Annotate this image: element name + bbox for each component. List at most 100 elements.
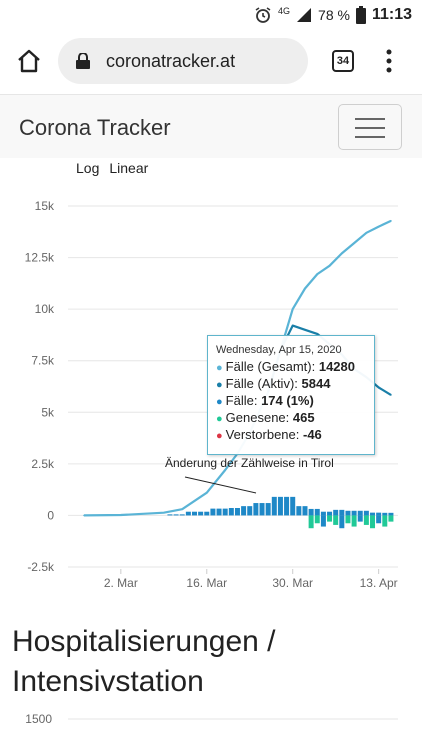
new-cases-bar <box>290 496 296 516</box>
scale-toggle: Log Linear <box>76 160 148 176</box>
recovered-bar <box>308 515 314 529</box>
recovered-bar <box>320 515 326 527</box>
recovered-bar <box>339 515 345 529</box>
tooltip-label: Fälle (Gesamt): <box>225 359 319 374</box>
new-cases-bar <box>241 506 247 516</box>
series-point <box>377 386 380 389</box>
hospital-chart: 1500 <box>25 712 398 726</box>
battery-icon <box>355 6 366 24</box>
alarm-clock-icon <box>255 7 271 23</box>
tooltip-row-active: ● Fälle (Aktiv): 5844 <box>216 376 366 393</box>
dot-icon: ● <box>216 362 223 374</box>
series-point <box>205 491 208 494</box>
site-navbar: Corona Tracker <box>0 94 422 158</box>
scale-linear-link[interactable]: Linear <box>109 160 149 176</box>
network-type: 4G <box>278 6 291 16</box>
series-point <box>365 232 368 234</box>
new-cases-bar <box>222 508 228 516</box>
url-text: coronatracker.at <box>106 51 236 71</box>
recovered-bar <box>376 515 382 524</box>
new-cases-bar <box>284 496 290 516</box>
new-cases-bar <box>302 506 308 516</box>
new-cases-bar <box>339 509 345 516</box>
new-cases-bar <box>376 512 382 516</box>
new-cases-bar <box>259 503 265 516</box>
tooltip-label: Genesene: <box>225 410 293 425</box>
new-cases-bar <box>204 511 210 516</box>
status-icons: 4G 78 % 11:13 <box>254 5 412 25</box>
series-point <box>120 514 122 516</box>
series-point <box>181 508 184 511</box>
tooltip-value: 5844 <box>301 376 331 391</box>
y-tick-label: 7.5k <box>31 354 55 368</box>
tooltip-row-deceased: ● Verstorbene: -46 <box>216 427 366 444</box>
more-vert-icon[interactable] <box>382 48 396 74</box>
home-icon[interactable] <box>14 46 44 76</box>
new-cases-bar <box>228 508 234 516</box>
new-cases-bar <box>198 511 204 516</box>
new-cases-bar <box>333 509 339 516</box>
clock: 11:13 <box>371 6 412 23</box>
series-point <box>316 273 319 275</box>
daily-bars <box>167 496 394 529</box>
new-cases-bar <box>173 514 179 516</box>
x-tick-label: 16. Mar <box>186 576 227 590</box>
series-point <box>316 333 319 335</box>
new-cases-bar <box>277 496 283 516</box>
lock-icon <box>76 53 90 69</box>
new-cases-bar <box>179 514 185 516</box>
chart-annotation: Änderung der Zählweise in Tirol <box>165 456 334 470</box>
menu-toggle-button[interactable] <box>338 104 402 150</box>
new-cases-bar <box>357 510 363 516</box>
new-cases-bar <box>363 510 369 516</box>
y-tick-label: 5k <box>41 405 55 419</box>
new-cases-bar <box>247 506 253 516</box>
y-tick-label: -2.5k <box>27 560 55 574</box>
hospital-y-tick: 1500 <box>25 712 52 726</box>
new-cases-bar <box>370 512 376 516</box>
recovered-bar <box>382 515 388 527</box>
new-cases-bar <box>351 510 357 516</box>
recovered-bar <box>314 515 320 524</box>
site-brand[interactable]: Corona Tracker <box>19 115 171 140</box>
recovered-bar <box>351 515 357 527</box>
dot-icon: ● <box>216 396 223 408</box>
tooltip-label: Fälle (Aktiv): <box>225 376 302 391</box>
recovered-bar <box>363 515 369 525</box>
series-point <box>353 242 355 244</box>
recovered-bar <box>370 515 376 529</box>
battery-level: 78 % <box>318 7 350 23</box>
browser-toolbar: coronatracker.at 34 <box>0 30 422 92</box>
new-cases-bar <box>296 506 302 516</box>
series-point <box>377 225 380 228</box>
tooltip-row-new: ● Fälle: 174 (1%) <box>216 393 366 410</box>
dot-icon: ● <box>216 430 223 442</box>
series-point <box>390 220 392 222</box>
new-cases-bar <box>191 511 197 516</box>
x-tick-label: 13. Apr <box>360 576 398 590</box>
series-point <box>390 394 392 396</box>
y-tick-label: 12.5k <box>25 251 55 265</box>
series-point <box>291 308 294 310</box>
tooltip-label: Fälle: <box>225 393 262 408</box>
tooltip-date: Wednesday, Apr 15, 2020 <box>216 344 342 356</box>
tab-switcher-button[interactable]: 34 <box>332 50 354 72</box>
new-cases-bar <box>388 512 394 516</box>
recovered-bar <box>388 515 394 522</box>
new-cases-bar <box>210 508 216 516</box>
signal-icon <box>297 8 312 22</box>
hamburger-icon-line <box>355 118 385 120</box>
x-axis-ticks: 2. Mar 16. Mar 30. Mar 13. Apr <box>104 569 398 590</box>
series-point <box>304 328 306 331</box>
y-tick-label: 2.5k <box>31 457 55 471</box>
new-cases-bar <box>167 514 173 516</box>
y-tick-label: 15k <box>35 199 55 213</box>
new-cases-bar <box>314 508 320 516</box>
y-axis-ticks: 15k 12.5k 10k 7.5k 5k 2.5k 0 -2.5k <box>25 199 55 574</box>
dot-icon: ● <box>216 413 223 425</box>
new-cases-bar <box>253 503 259 516</box>
tooltip-value: 174 (1%) <box>261 393 314 408</box>
scale-log-link[interactable]: Log <box>76 160 100 176</box>
address-bar[interactable]: coronatracker.at <box>58 38 308 84</box>
new-cases-bar <box>382 512 388 516</box>
